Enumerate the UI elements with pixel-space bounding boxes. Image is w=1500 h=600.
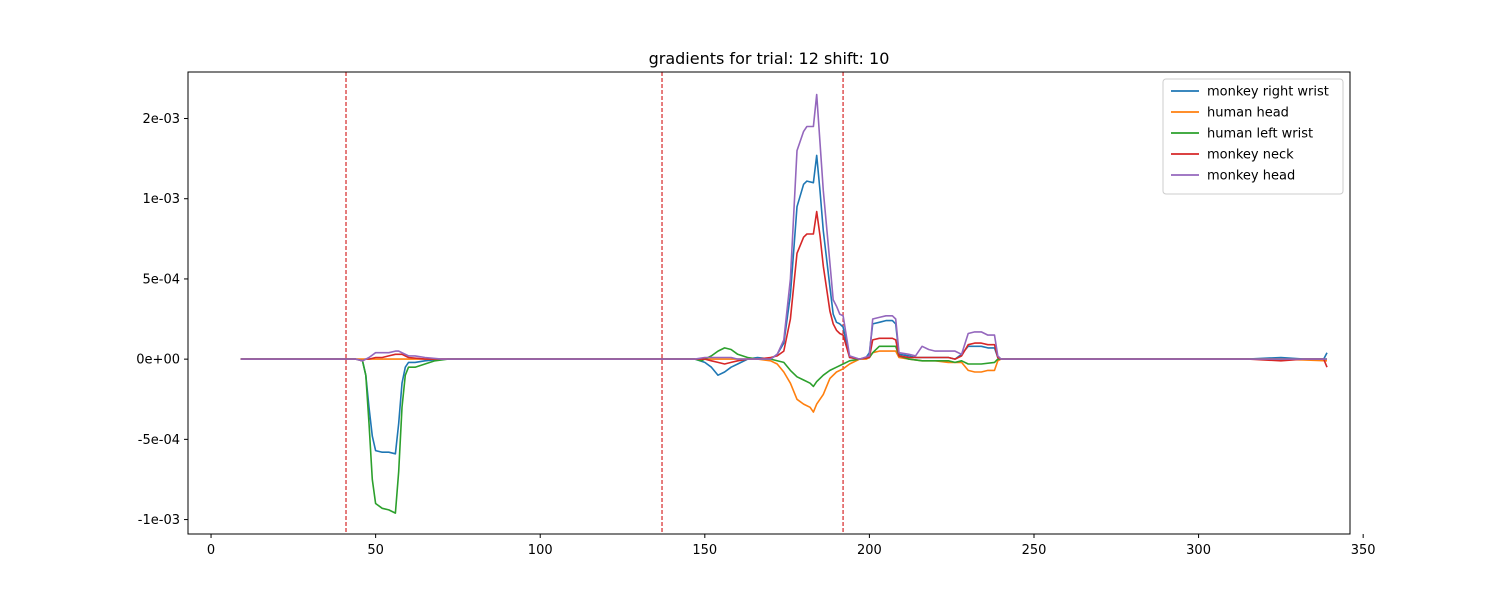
x-tick-label: 250 [1022, 543, 1047, 558]
legend: monkey right wrist human head human left w… [1162, 78, 1344, 195]
x-tick-label: 100 [528, 543, 553, 558]
y-tick-label: 1e-03 [142, 192, 180, 207]
x-tick-label: 50 [367, 543, 384, 558]
series-line-human-left-wrist [240, 345, 1327, 514]
chart-title: gradients for trial: 12 shift: 10 [649, 49, 890, 68]
legend-label: human head [1207, 106, 1289, 121]
y-tick-label: -5e-04 [138, 433, 180, 448]
series-line-monkey-head [240, 93, 1327, 362]
y-tick-label: -1e-03 [138, 513, 180, 528]
y-tick-label: 5e-04 [142, 272, 180, 287]
legend-label: human left wrist [1207, 127, 1313, 142]
plot-frame [187, 71, 1351, 535]
x-tick-label: 150 [692, 543, 717, 558]
series-line-monkey-neck [240, 210, 1328, 368]
series-layer [240, 93, 1328, 514]
series-line-monkey-right-wrist [240, 154, 1328, 455]
legend-label: monkey head [1207, 169, 1295, 184]
x-tick-label: 350 [1351, 543, 1376, 558]
series-line-human-head [240, 350, 1328, 413]
y-axis: -1e-03 -5e-04 0e+00 5e-04 1e-03 2e-03 [136, 112, 188, 528]
x-axis: 0 50 100 150 200 250 300 350 [207, 534, 1376, 558]
x-tick-label: 200 [857, 543, 882, 558]
x-tick-label: 0 [207, 543, 215, 558]
y-tick-label: 2e-03 [142, 112, 180, 127]
vertical-markers [345, 72, 844, 534]
legend-label: monkey neck [1207, 148, 1294, 163]
legend-label: monkey right wrist [1207, 85, 1329, 100]
x-tick-label: 300 [1186, 543, 1211, 558]
legend-box [1162, 78, 1344, 195]
y-tick-label: 0e+00 [136, 353, 180, 368]
